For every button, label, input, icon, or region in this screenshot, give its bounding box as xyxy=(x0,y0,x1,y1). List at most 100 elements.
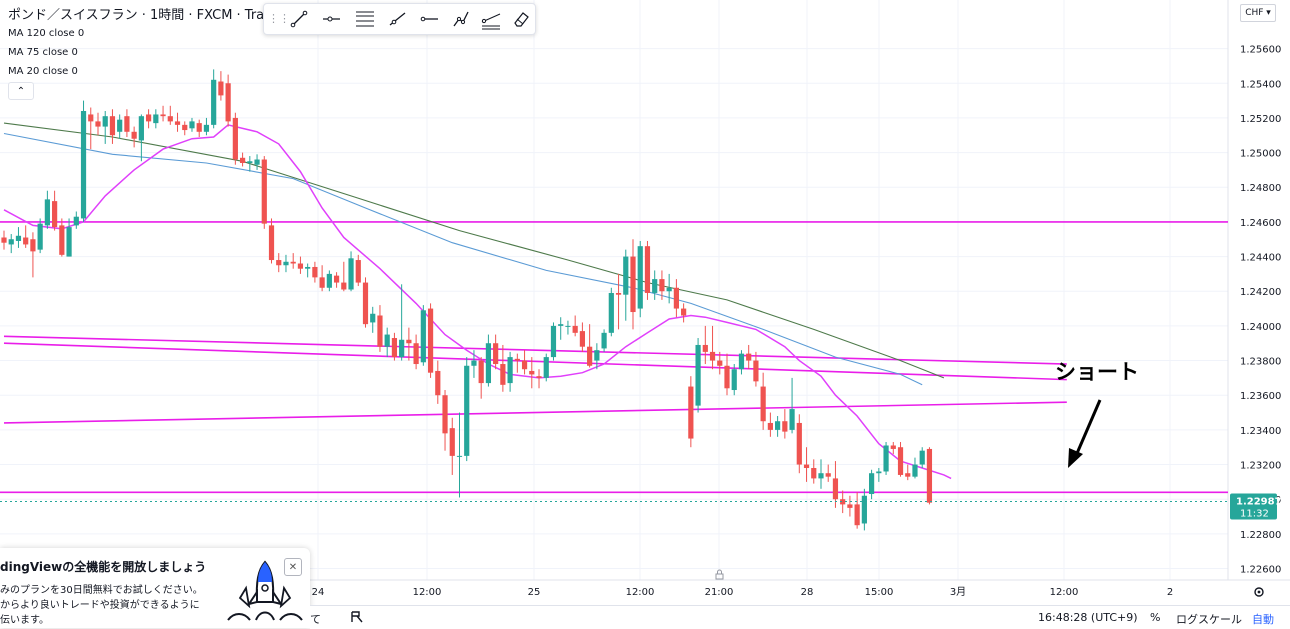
clock-time[interactable]: 16:48:28 (UTC+9) xyxy=(1038,611,1138,624)
candle[interactable] xyxy=(305,263,311,278)
candle[interactable] xyxy=(131,126,137,148)
collapse-legend-button[interactable]: ⌃ xyxy=(8,82,34,100)
candle[interactable] xyxy=(905,464,911,481)
candle[interactable] xyxy=(854,492,860,529)
candle[interactable] xyxy=(399,284,405,361)
candle[interactable] xyxy=(427,303,434,378)
candle[interactable] xyxy=(572,315,578,337)
candle[interactable] xyxy=(652,270,658,300)
candle[interactable] xyxy=(88,107,94,150)
ma-75-legend[interactable]: MA 75 close 0 xyxy=(8,47,78,58)
candle[interactable] xyxy=(608,287,614,337)
horizontal-ray-icon[interactable] xyxy=(316,4,346,34)
path-icon[interactable] xyxy=(446,4,476,34)
log-scale-toggle[interactable]: ログスケール xyxy=(1176,613,1242,626)
candle[interactable] xyxy=(449,417,455,475)
auto-scale-toggle[interactable]: 自動 xyxy=(1252,613,1274,626)
candle[interactable] xyxy=(117,114,123,139)
candle[interactable] xyxy=(818,459,824,489)
candle[interactable] xyxy=(890,442,896,455)
candle[interactable] xyxy=(225,74,231,127)
ma-75-line[interactable] xyxy=(3,132,923,386)
gear-icon[interactable] xyxy=(1254,587,1264,597)
candle[interactable] xyxy=(15,227,22,248)
candle[interactable] xyxy=(897,442,904,477)
candle[interactable] xyxy=(290,253,296,269)
trend-line[interactable] xyxy=(3,335,1067,365)
candle[interactable] xyxy=(167,105,173,125)
drag-handle-icon[interactable]: ⋮⋮ xyxy=(268,12,290,25)
candle[interactable] xyxy=(420,305,426,366)
candle[interactable] xyxy=(23,225,29,248)
short-annotation-arrow[interactable] xyxy=(1068,399,1102,468)
candle[interactable] xyxy=(673,279,679,318)
candle[interactable] xyxy=(746,344,752,370)
candle[interactable] xyxy=(442,390,448,451)
candle[interactable] xyxy=(1,230,7,250)
candle[interactable] xyxy=(413,334,419,370)
candle[interactable] xyxy=(485,334,492,387)
candle[interactable] xyxy=(456,412,463,498)
candle[interactable] xyxy=(775,416,781,437)
candle[interactable] xyxy=(189,117,195,132)
candle[interactable] xyxy=(44,190,50,229)
candle[interactable] xyxy=(341,261,347,292)
candle[interactable] xyxy=(760,372,766,430)
candle[interactable] xyxy=(102,110,108,144)
candle[interactable] xyxy=(348,251,354,292)
candle[interactable] xyxy=(196,119,202,137)
candle[interactable] xyxy=(644,240,651,300)
candle[interactable] xyxy=(536,369,542,389)
candle[interactable] xyxy=(297,256,304,274)
candle[interactable] xyxy=(283,254,289,273)
ray-icon[interactable] xyxy=(382,4,412,34)
candle[interactable] xyxy=(832,461,839,508)
candle[interactable] xyxy=(37,218,43,254)
candle[interactable] xyxy=(623,249,629,321)
candle[interactable] xyxy=(370,306,376,333)
candle[interactable] xyxy=(753,351,759,387)
candle[interactable] xyxy=(355,254,361,287)
candle[interactable] xyxy=(146,109,152,129)
candle[interactable] xyxy=(261,156,267,229)
candle[interactable] xyxy=(232,112,238,165)
candle[interactable] xyxy=(478,357,484,399)
candle[interactable] xyxy=(73,211,79,229)
parallel-channel-icon[interactable] xyxy=(476,4,506,34)
candle[interactable] xyxy=(377,305,383,352)
candle[interactable] xyxy=(558,317,564,340)
candle[interactable] xyxy=(493,334,499,370)
candle[interactable] xyxy=(724,353,730,396)
candle[interactable] xyxy=(912,457,918,479)
candle[interactable] xyxy=(174,112,181,132)
candle[interactable] xyxy=(521,350,528,375)
candle[interactable] xyxy=(153,109,159,129)
candle[interactable] xyxy=(637,240,643,318)
candle[interactable] xyxy=(268,218,275,264)
candle[interactable] xyxy=(218,71,224,101)
close-icon[interactable]: ✕ xyxy=(284,558,302,576)
candle[interactable] xyxy=(861,488,867,531)
candle[interactable] xyxy=(247,156,253,172)
candle[interactable] xyxy=(507,351,513,392)
candle[interactable] xyxy=(471,350,477,378)
candle[interactable] xyxy=(550,322,557,361)
candle[interactable] xyxy=(333,272,340,288)
candle[interactable] xyxy=(659,270,665,300)
candle[interactable] xyxy=(384,327,390,358)
candle[interactable] xyxy=(391,332,398,361)
candle[interactable] xyxy=(876,468,882,482)
candle[interactable] xyxy=(587,324,593,368)
ma-120-line[interactable] xyxy=(3,122,945,379)
candle[interactable] xyxy=(30,232,36,278)
candle[interactable] xyxy=(695,338,701,413)
candle[interactable] xyxy=(109,109,116,144)
fib-retracement-icon[interactable] xyxy=(350,4,380,34)
currency-selector-button[interactable]: CHF ▾ xyxy=(1240,4,1276,22)
candle[interactable] xyxy=(825,464,831,482)
candle[interactable] xyxy=(254,154,260,170)
candle[interactable] xyxy=(738,350,745,375)
ma-20-legend[interactable]: MA 20 close 0 xyxy=(8,66,78,77)
candle[interactable] xyxy=(8,234,14,254)
